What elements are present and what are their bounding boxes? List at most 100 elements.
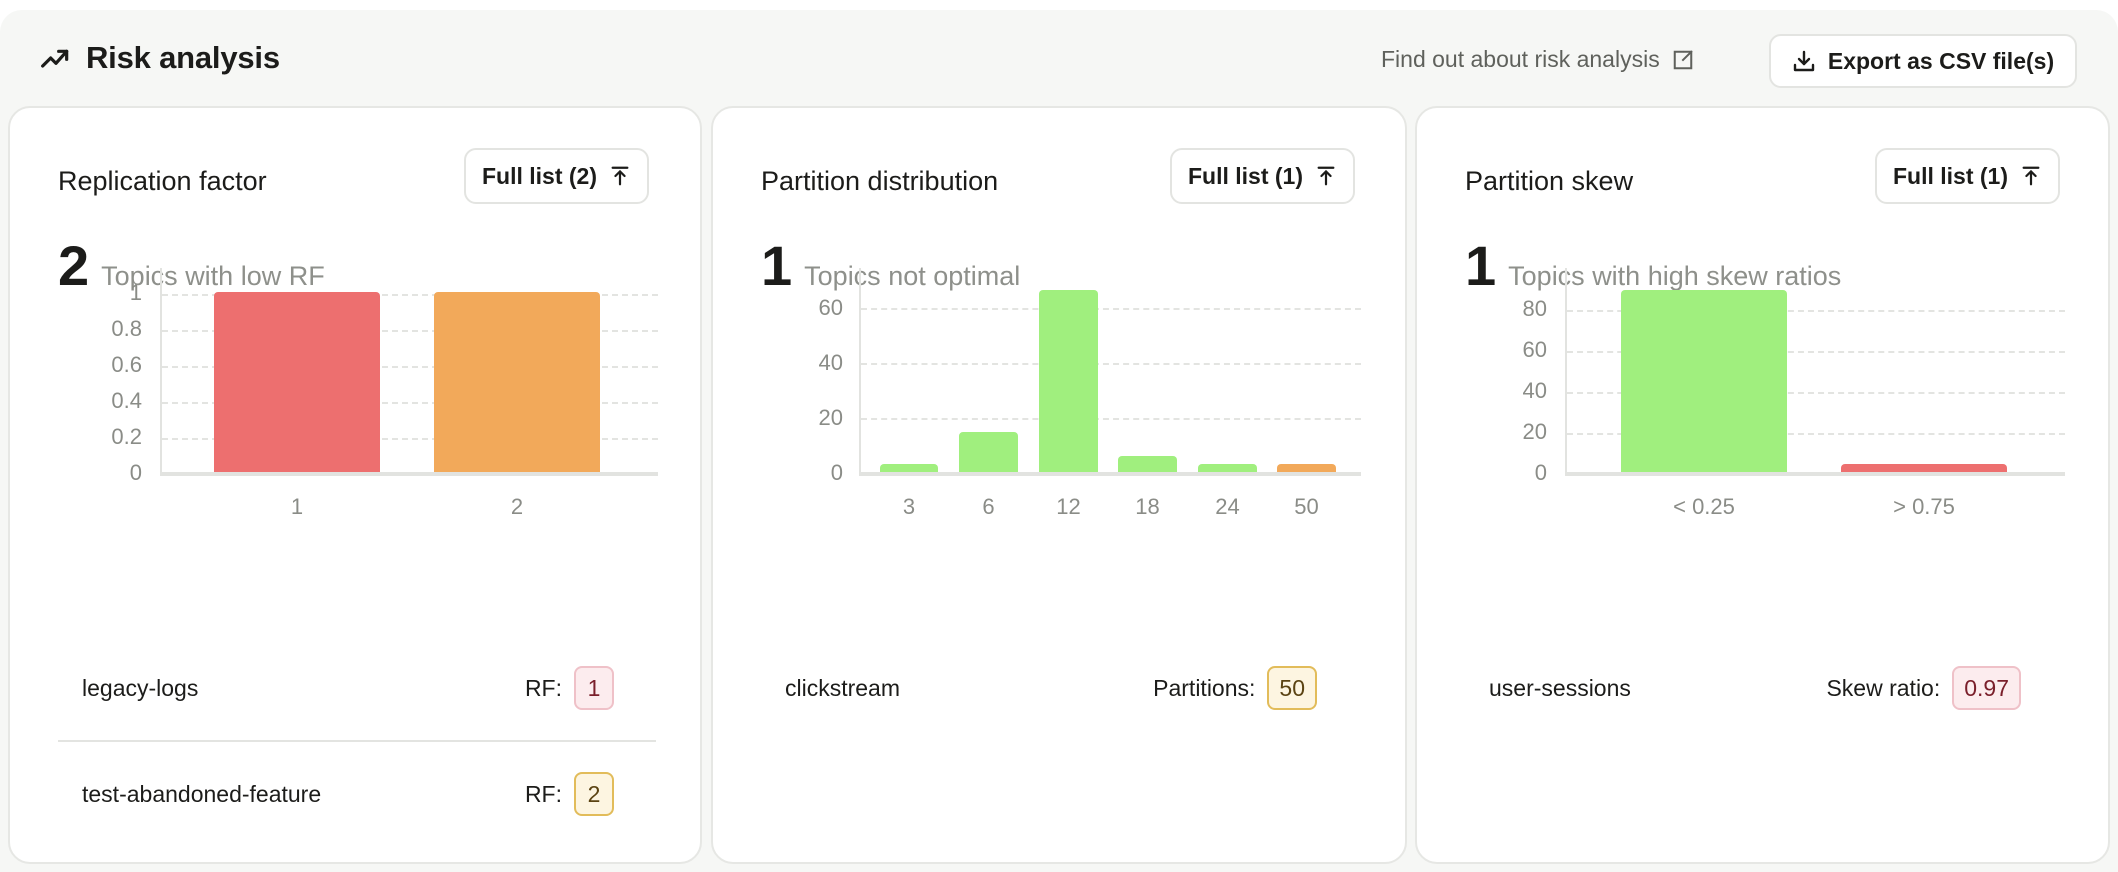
arrow-up-to-line-icon bbox=[1317, 166, 1335, 186]
gridline bbox=[162, 438, 658, 440]
y-tick: 0.8 bbox=[111, 316, 142, 341]
y-tick: 20 bbox=[818, 405, 843, 430]
y-tick: 40 bbox=[818, 350, 843, 375]
topic-metric: Partitions: 50 bbox=[1153, 666, 1317, 710]
partitions-badge: 50 bbox=[1267, 666, 1317, 710]
topic-metric: RF: 1 bbox=[525, 666, 614, 710]
y-tick: 0 bbox=[129, 460, 142, 485]
x-tick: 3 bbox=[902, 494, 916, 519]
full-list-label: Full list (1) bbox=[1893, 162, 2008, 189]
export-csv-label: Export as CSV file(s) bbox=[1827, 47, 2055, 74]
bar-partitions-24 bbox=[1198, 464, 1257, 472]
row-divider bbox=[58, 740, 656, 742]
topic-name: legacy-logs bbox=[82, 674, 199, 701]
gridline bbox=[1567, 351, 2065, 353]
topic-name: user-sessions bbox=[1489, 674, 1631, 701]
export-csv-button[interactable]: Export as CSV file(s) bbox=[1769, 34, 2077, 88]
y-tick: 20 bbox=[1522, 419, 1547, 444]
y-axis bbox=[1565, 268, 1567, 476]
metric-value: 2 bbox=[58, 234, 90, 297]
topic-row[interactable]: legacy-logs RF: 1 bbox=[58, 636, 638, 740]
y-tick: 0.4 bbox=[111, 388, 142, 413]
find-out-link[interactable]: Find out about risk analysis bbox=[1381, 46, 1694, 73]
y-tick: 0 bbox=[830, 460, 843, 485]
gridline bbox=[861, 418, 1361, 420]
bar-partitions-50 bbox=[1277, 464, 1336, 472]
topic-metric: RF: 2 bbox=[525, 772, 614, 816]
gridline bbox=[162, 330, 658, 332]
full-list-button[interactable]: Full list (1) bbox=[1875, 148, 2060, 204]
card-title: Replication factor bbox=[58, 166, 267, 196]
gridline bbox=[162, 294, 658, 296]
topic-row[interactable]: user-sessions Skew ratio: 0.97 bbox=[1465, 636, 2045, 740]
find-out-link-label: Find out about risk analysis bbox=[1381, 46, 1660, 72]
full-list-label: Full list (2) bbox=[482, 162, 597, 189]
metric-label: Topics with high skew ratios bbox=[1508, 261, 1842, 291]
metric-summary: 1 Topics not optimal bbox=[761, 238, 1020, 294]
bar-rf-2 bbox=[434, 292, 600, 472]
metric-label: Topics not optimal bbox=[804, 261, 1021, 291]
y-tick: 60 bbox=[1522, 337, 1547, 362]
metric-key: RF: bbox=[524, 674, 562, 701]
x-tick: 1 bbox=[290, 494, 304, 519]
gridline bbox=[1567, 392, 2065, 394]
x-axis bbox=[859, 472, 1361, 476]
bar-partitions-3 bbox=[880, 464, 938, 472]
topic-metric: Skew ratio: 0.97 bbox=[1826, 666, 2021, 710]
arrow-up-to-line-icon bbox=[611, 166, 629, 186]
partition-distribution-chart: 0 20 40 60 3 6 12 18 24 50 bbox=[713, 268, 1405, 578]
partition-skew-chart: 0 20 40 60 80 < 0.25 > 0.75 bbox=[1417, 268, 2108, 578]
gridline bbox=[162, 366, 658, 368]
full-list-button[interactable]: Full list (1) bbox=[1170, 148, 1355, 204]
gridline bbox=[1567, 310, 2065, 312]
full-list-label: Full list (1) bbox=[1188, 162, 1303, 189]
topic-name: clickstream bbox=[785, 674, 901, 701]
full-list-button[interactable]: Full list (2) bbox=[464, 148, 649, 204]
y-tick: 40 bbox=[1522, 378, 1547, 403]
gridline bbox=[861, 363, 1361, 365]
partition-skew-card: Partition skew Full list (1) 1 Topics wi… bbox=[1415, 106, 2110, 864]
bar-partitions-6 bbox=[959, 432, 1018, 472]
metric-summary: 2 Topics with low RF bbox=[58, 238, 325, 294]
bar-partitions-18 bbox=[1118, 456, 1177, 472]
metric-summary: 1 Topics with high skew ratios bbox=[1465, 238, 1841, 294]
metric-key: RF: bbox=[524, 780, 562, 807]
page-title: Risk analysis bbox=[86, 40, 280, 75]
arrow-up-to-line-icon bbox=[2022, 166, 2040, 186]
rf-badge: 2 bbox=[574, 772, 614, 816]
metric-label: Topics with low RF bbox=[101, 261, 325, 291]
gridline bbox=[1567, 433, 2065, 435]
metric-value: 1 bbox=[761, 234, 793, 297]
x-tick: 12 bbox=[1056, 494, 1081, 519]
y-tick: 0 bbox=[1534, 460, 1547, 485]
card-title: Partition skew bbox=[1465, 166, 1634, 196]
x-tick: 18 bbox=[1135, 494, 1160, 519]
y-tick: 0.2 bbox=[111, 424, 142, 449]
y-tick: 1 bbox=[129, 280, 142, 305]
y-tick: 60 bbox=[818, 295, 843, 320]
x-tick: > 0.75 bbox=[1893, 494, 1955, 519]
risk-analysis-panel: Risk analysis Find out about risk analys… bbox=[0, 10, 2118, 872]
gridline bbox=[861, 308, 1361, 310]
bar-partitions-12 bbox=[1039, 290, 1098, 472]
metric-key: Skew ratio: bbox=[1826, 674, 1941, 701]
trending-up-icon bbox=[41, 49, 69, 68]
topic-row[interactable]: test-abandoned-feature RF: 2 bbox=[58, 742, 638, 846]
replication-factor-chart: 0 0.2 0.4 0.6 0.8 1 1 2 bbox=[10, 268, 700, 578]
topic-name: test-abandoned-feature bbox=[82, 780, 322, 807]
y-tick: 80 bbox=[1522, 296, 1547, 321]
card-title: Partition distribution bbox=[761, 166, 999, 196]
rf-badge: 1 bbox=[574, 666, 614, 710]
y-axis bbox=[160, 268, 162, 476]
bar-skew-low bbox=[1621, 290, 1787, 472]
panel-header: Risk analysis Find out about risk analys… bbox=[0, 10, 2118, 120]
external-link-icon bbox=[1673, 49, 1693, 69]
bar-skew-high bbox=[1841, 464, 2007, 472]
y-axis bbox=[859, 268, 861, 476]
x-tick: 2 bbox=[510, 494, 524, 519]
x-tick: 6 bbox=[982, 494, 995, 519]
metric-key: Partitions: bbox=[1153, 674, 1256, 701]
bar-rf-1 bbox=[214, 292, 380, 472]
x-tick: 24 bbox=[1215, 494, 1240, 519]
topic-row[interactable]: clickstream Partitions: 50 bbox=[761, 636, 1341, 740]
